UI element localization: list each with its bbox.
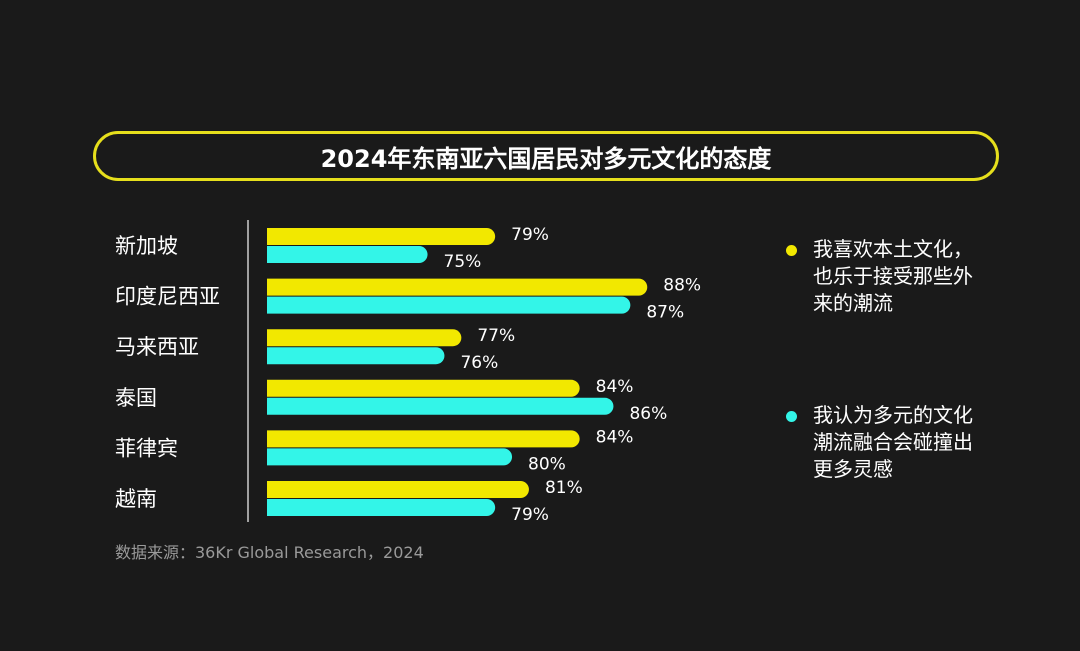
data-label: 87% [646,303,684,323]
data-label: 84% [596,427,634,447]
data-label: 76% [460,353,498,373]
data-label: 80% [528,454,566,474]
bar [267,296,631,314]
data-label: 75% [444,252,482,272]
legend-dot-cyan [786,411,797,422]
data-label: 84% [596,377,634,397]
category-label: 新加坡 [115,234,178,258]
legend-dot-yellow [786,245,797,256]
category-label: 泰国 [115,386,157,410]
source-note: 数据来源：36Kr Global Research，2024 [115,543,424,562]
legend-label: 我喜欢本土文化，也乐于接受那些外来的潮流 [813,237,973,315]
bar [267,430,580,448]
bar [267,397,614,415]
bar [267,246,428,263]
category-label: 菲律宾 [115,436,178,460]
bar [267,448,513,466]
data-label: 79% [511,225,549,245]
bar [267,347,445,365]
bar [267,379,580,397]
legend-item-1: 我认为多元的文化潮流融合会碰撞出更多灵感 [786,402,986,483]
category-label: 印度尼西亚 [115,285,220,309]
chart-title: 2024年东南亚六国居民对多元文化的态度 [320,144,772,173]
bar [267,278,648,296]
data-label: 86% [629,404,667,424]
bar [267,228,496,245]
data-label: 77% [477,326,515,346]
data-label: 88% [663,276,701,296]
data-label: 81% [545,478,583,498]
category-label: 越南 [115,487,157,511]
data-label: 79% [511,505,549,525]
bar [267,481,529,498]
title-box: 2024年东南亚六国居民对多元文化的态度 [93,131,999,181]
category-label: 马来西亚 [115,335,199,359]
legend-item-0: 我喜欢本土文化，也乐于接受那些外来的潮流 [786,236,986,317]
bar [267,329,462,347]
bar [267,499,496,516]
legend-label: 我认为多元的文化潮流融合会碰撞出更多灵感 [813,403,973,481]
